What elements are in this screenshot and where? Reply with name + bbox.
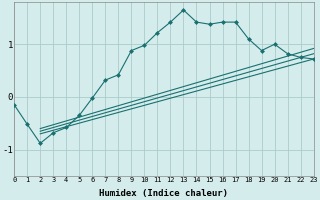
X-axis label: Humidex (Indice chaleur): Humidex (Indice chaleur)	[100, 189, 228, 198]
